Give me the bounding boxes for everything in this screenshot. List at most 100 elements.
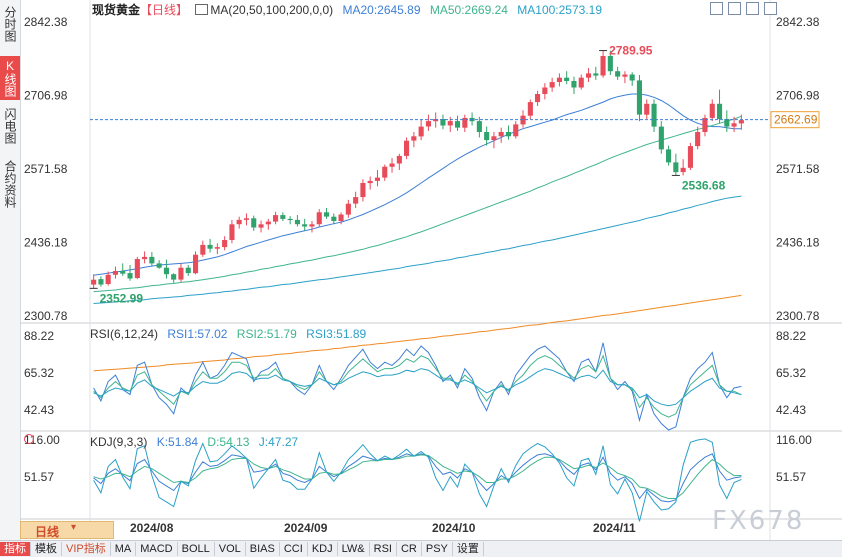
rsi2-line [93, 354, 742, 418]
rsi2-value: RSI2:51.79 [236, 327, 297, 341]
kdj-d-value: D:54.13 [207, 435, 250, 449]
candle-body [666, 149, 672, 163]
candle-body [658, 126, 664, 150]
candle-body [622, 74, 628, 77]
candle-body [280, 215, 286, 219]
candle-body [156, 263, 162, 268]
toolbar-template[interactable]: 模板 [31, 542, 62, 556]
candle-body [163, 267, 169, 275]
candle-body [178, 267, 184, 280]
price-axis-label-left: 2300.78 [24, 309, 68, 323]
toolbar-vip-indicator[interactable]: VIP指标 [62, 542, 111, 556]
zoom-out-icon[interactable] [746, 2, 759, 15]
kdj-legend: KDJ(9,3,3) K:51.84 D:54.13 J:47.27 [90, 435, 304, 449]
kdj-name: KDJ(9,3,3) [90, 435, 148, 449]
toolbar-rsi[interactable]: RSI [370, 542, 397, 556]
candle-body [367, 180, 373, 184]
kdj-k-value: K:51.84 [156, 435, 199, 449]
tab-timeshare[interactable]: 分时图 [3, 6, 17, 42]
main-legend: 现货黄金【日线】 MA(20,50,100,200,0,0) MA20:2645… [92, 3, 608, 17]
indicator-settings-icon[interactable] [195, 4, 209, 15]
candle-body [695, 132, 701, 147]
rsi1-line [93, 342, 742, 431]
ma50-value: MA50:2669.24 [429, 3, 508, 17]
candle-body [353, 197, 359, 204]
toolbar-boll[interactable]: BOLL [178, 542, 215, 556]
zoom-in-icon[interactable] [728, 2, 741, 15]
toolbar-settings[interactable]: 设置 [453, 542, 484, 556]
extreme-label: 2789.95 [609, 44, 653, 58]
price-axis-label-right: 2300.78 [776, 309, 820, 323]
period-selector[interactable]: 日线 ▾ [20, 521, 114, 539]
candle-body [243, 218, 249, 220]
toolbar-kdj[interactable]: KDJ [308, 542, 338, 556]
candle-body [571, 81, 577, 88]
candle-body [462, 117, 468, 128]
toolbar-cci[interactable]: CCI [280, 542, 308, 556]
period-selector-label: 日线 [35, 525, 60, 539]
tab-flash-chart[interactable]: 闪电图 [3, 108, 17, 144]
candle-body [505, 132, 511, 137]
candle-body [556, 77, 562, 82]
ma100-value: MA100:2573.19 [517, 3, 603, 17]
tab-contract-info[interactable]: 合约资料 [3, 160, 17, 208]
toolbar-vol[interactable]: VOL [215, 542, 246, 556]
candle-body [731, 123, 737, 127]
candle-body [127, 273, 133, 279]
candle-body [345, 203, 351, 215]
date-label: 2024/08 [130, 521, 174, 535]
toolbar-ma[interactable]: MA [111, 542, 137, 556]
candle-body [404, 140, 410, 156]
rsi-axis-label-right: 88.22 [776, 329, 806, 343]
candle-body [542, 87, 548, 94]
price-axis-label-left: 2706.98 [24, 89, 68, 103]
rsi3-line [93, 368, 742, 407]
candle-body [112, 271, 118, 275]
candle-body [91, 279, 97, 285]
candle-body [702, 117, 708, 132]
toolbar-lw[interactable]: LW& [338, 542, 370, 556]
candle-body [229, 224, 235, 240]
tab-kline[interactable]: K线图 [0, 56, 20, 100]
candle-body [338, 214, 344, 221]
toolbar-cr[interactable]: CR [397, 542, 422, 556]
date-label: 2024/10 [432, 521, 476, 535]
toolbar-macd[interactable]: MACD [136, 542, 178, 556]
chart-area[interactable]: 2842.38 2842.38 2706.98 2706.98 2571.58 2571.… [20, 0, 842, 540]
toolbar-psy[interactable]: PSY [422, 542, 453, 556]
candle-body [302, 224, 308, 227]
price-axis-label-left: 2842.38 [24, 15, 68, 29]
candle-body [273, 215, 279, 222]
candle-body [120, 271, 126, 274]
price-axis-label-left: 2571.58 [24, 162, 68, 176]
candle-body [149, 256, 155, 264]
candle-body [455, 121, 461, 128]
candle-body [513, 124, 519, 137]
candle-body [200, 244, 206, 255]
candle-body [709, 103, 715, 118]
candle-body [258, 224, 264, 228]
close-icon[interactable] [764, 2, 777, 15]
candle-body [673, 162, 679, 173]
symbol-name: 现货黄金 [92, 3, 141, 17]
kdj-settings-icon[interactable] [24, 434, 34, 444]
candle-body [593, 73, 599, 76]
move-icon[interactable] [710, 2, 723, 15]
candle-body [476, 121, 482, 132]
ma20-value: MA20:2645.89 [342, 3, 421, 17]
rsi-name: RSI(6,12,24) [90, 327, 159, 341]
price-axis-label-right: 2436.18 [776, 236, 820, 250]
price-axis-label-right: 2571.58 [776, 162, 820, 176]
toolbar-bias[interactable]: BIAS [246, 542, 280, 556]
rsi-legend: RSI(6,12,24) RSI1:57.02 RSI2:51.79 RSI3:… [90, 327, 372, 341]
indicator-toolbar: 指标 模板 VIP指标 MA MACD BOLL VOL BIAS CCI KD… [0, 540, 842, 557]
toolbar-indicator[interactable]: 指标 [0, 542, 31, 556]
candle-body [440, 119, 446, 126]
candle-body [498, 132, 504, 137]
candle-body [207, 244, 213, 249]
candle-body [629, 74, 635, 81]
rsi-axis-label-right: 42.43 [776, 403, 806, 417]
kdj-k-line [93, 453, 742, 503]
rsi1-value: RSI1:57.02 [167, 327, 228, 341]
kline-chart[interactable]: 2842.38 2842.38 2706.98 2706.98 2571.58 2571.… [20, 0, 842, 540]
